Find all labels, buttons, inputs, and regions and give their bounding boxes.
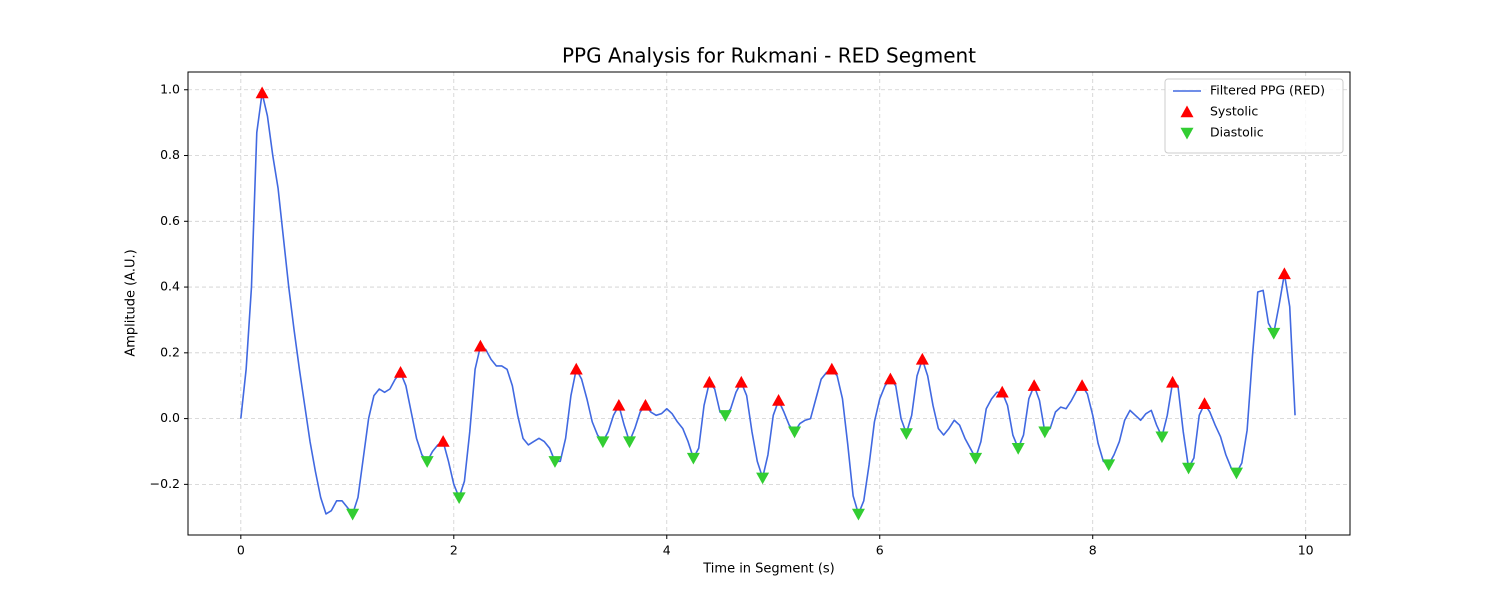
y-axis-label: Amplitude (A.U.) xyxy=(124,249,139,356)
diastolic-marker xyxy=(899,428,913,440)
diastolic-marker xyxy=(623,436,637,449)
systolic-marker xyxy=(995,385,1009,398)
legend-label: Diastolic xyxy=(1210,125,1264,140)
legend-swatch xyxy=(1180,105,1194,118)
diastolic-marker xyxy=(548,456,562,468)
systolic-marker xyxy=(1075,379,1089,391)
x-tick-label: 0 xyxy=(237,543,245,558)
systolic-marker xyxy=(883,372,897,385)
diastolic-marker xyxy=(1229,467,1243,480)
diastolic-marker xyxy=(851,508,865,521)
diastolic-marker xyxy=(969,452,983,465)
y-tick-label: 1.0 xyxy=(160,81,180,96)
x-tick-label: 6 xyxy=(876,543,884,558)
systolic-marker xyxy=(1166,375,1180,388)
systolic-marker xyxy=(436,435,450,447)
x-axis-label: Time in Segment (s) xyxy=(702,562,834,577)
diastolic-marker xyxy=(1102,459,1116,472)
y-tick-label: −0.2 xyxy=(150,476,180,491)
diastolic-marker xyxy=(1038,426,1052,439)
axes-frame xyxy=(187,71,1351,536)
systolic-marker xyxy=(772,394,786,406)
diastolic-marker xyxy=(452,492,466,505)
systolic-marker xyxy=(1027,379,1041,391)
diastolic-marker xyxy=(1011,442,1025,455)
diastolic-marker xyxy=(788,426,802,439)
legend-label: Systolic xyxy=(1210,104,1258,119)
y-tick-label: 0.6 xyxy=(160,213,180,228)
legend: Filtered PPG (RED) Systolic Diastolic xyxy=(1164,78,1344,154)
systolic-marker xyxy=(255,86,269,99)
legend-box xyxy=(1164,78,1344,154)
systolic-marker xyxy=(702,375,716,388)
grid xyxy=(188,72,1350,535)
systolic-marker xyxy=(825,362,839,375)
diastolic-marker xyxy=(686,452,700,465)
diastolic-marker xyxy=(718,410,732,422)
diastolic-marker xyxy=(1182,462,1196,475)
y-tick-label: 0.8 xyxy=(160,147,180,162)
systolic-marker xyxy=(1277,267,1291,280)
diastolic-marker xyxy=(1155,431,1169,444)
chart-title: PPG Analysis for Rukmani - RED Segment xyxy=(562,44,976,68)
y-tick-label: 0.2 xyxy=(160,344,180,359)
systolic-marker xyxy=(915,352,929,365)
legend-label: Filtered PPG (RED) xyxy=(1210,83,1325,98)
systolic-marker xyxy=(612,398,626,411)
diastolic-marker xyxy=(420,456,434,468)
x-tick-label: 8 xyxy=(1089,543,1097,558)
x-tick-label: 10 xyxy=(1298,543,1314,558)
diastolic-marker xyxy=(1267,327,1281,340)
diastolic-marker xyxy=(756,472,770,485)
y-tick-label: 0.4 xyxy=(160,279,180,294)
legend-swatch xyxy=(1180,127,1194,140)
systolic-marker xyxy=(734,375,748,388)
diastolic-marker xyxy=(346,508,360,521)
x-tick-label: 2 xyxy=(450,543,458,558)
systolic-marker xyxy=(473,339,487,352)
y-tick-label: 0.0 xyxy=(160,410,180,425)
systolic-marker xyxy=(638,398,652,411)
systolic-marker xyxy=(394,366,408,378)
diastolic-marker xyxy=(596,436,610,449)
systolic-marker xyxy=(1198,397,1212,409)
ppg-line xyxy=(240,92,1296,515)
plot-area xyxy=(240,86,1296,521)
x-tick-label: 4 xyxy=(663,543,671,558)
systolic-marker xyxy=(569,362,583,375)
